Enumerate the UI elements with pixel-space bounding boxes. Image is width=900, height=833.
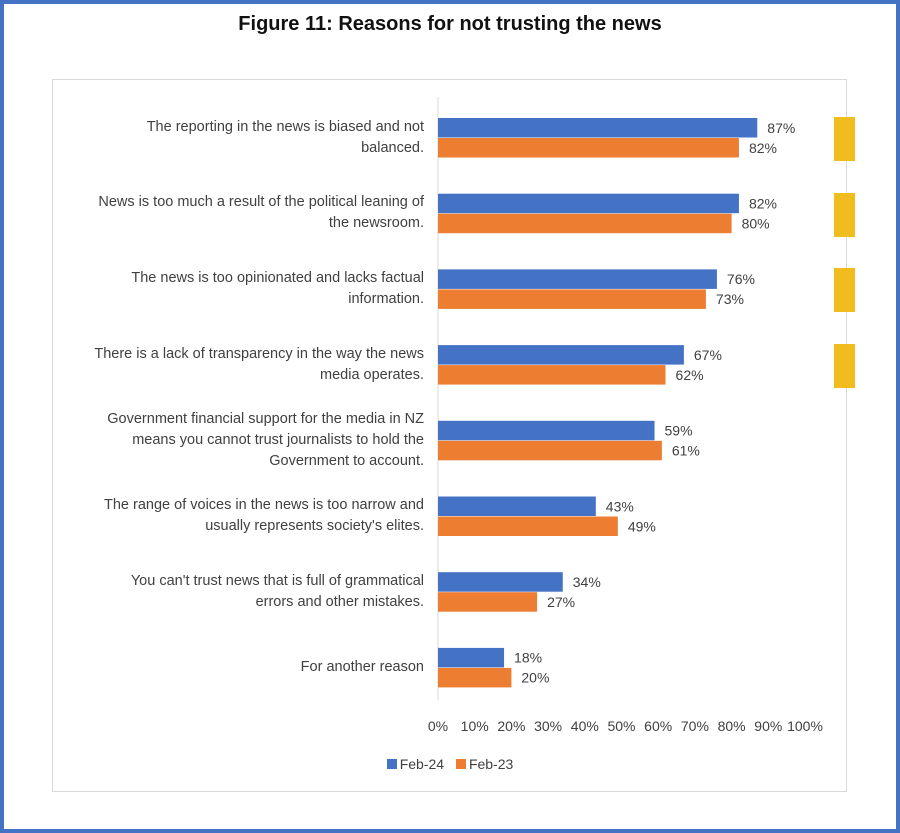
bar-feb24-7	[438, 647, 505, 668]
bar-feb24-5	[438, 496, 596, 516]
data-label: 59%	[665, 423, 693, 439]
category-label: The range of voices in the news is too n…	[52, 495, 424, 537]
category-label-line: usually represents society's elites.	[205, 518, 424, 535]
bar-feb24-2	[438, 269, 717, 289]
bar-feb24-4	[438, 420, 655, 441]
x-tick-label: 0%	[428, 718, 448, 734]
category-label: You can't trust news that is full of gra…	[52, 571, 424, 613]
figure-title: Figure 11: Reasons for not trusting the …	[238, 13, 662, 35]
category-label-line: The reporting in the news is biased and …	[146, 118, 424, 135]
bar-feb23-3	[438, 365, 666, 385]
x-tick-label: 40%	[571, 718, 599, 734]
data-label: 20%	[521, 670, 549, 686]
x-tick-label: 100%	[787, 718, 823, 734]
x-tick-label: 10%	[461, 718, 489, 734]
category-label-line: There is a lack of transparency in the w…	[94, 345, 424, 362]
x-tick-label: 30%	[534, 718, 562, 734]
bar-feb23-1	[438, 213, 732, 234]
bar-feb23-5	[438, 516, 618, 536]
data-label: 80%	[742, 215, 770, 231]
data-label: 62%	[676, 367, 704, 383]
legend-swatch-feb24	[386, 759, 397, 770]
category-label-line: News is too much a result of the politic…	[98, 194, 424, 211]
legend-label-feb24: Feb-24	[399, 756, 445, 772]
data-label: 76%	[727, 271, 755, 287]
category-label-line: The news is too opinionated and lacks fa…	[131, 270, 424, 287]
category-label: Government financial support for the med…	[52, 409, 424, 472]
category-label-line: media operates.	[320, 366, 424, 383]
x-tick-label: 90%	[754, 718, 782, 734]
bar-feb23-6	[438, 592, 538, 612]
legend-item-feb23: Feb-23	[455, 756, 514, 772]
bar-feb24-6	[438, 572, 563, 592]
legend-swatch-feb23	[455, 759, 466, 770]
data-label: 67%	[694, 347, 722, 363]
category-label-line: balanced.	[361, 139, 424, 156]
data-label: 87%	[767, 120, 795, 136]
category-label-line: Government financial support for the med…	[107, 411, 424, 428]
category-label: News is too much a result of the politic…	[52, 192, 424, 234]
category-label: The news is too opinionated and lacks fa…	[52, 268, 424, 310]
data-label: 82%	[749, 195, 777, 211]
bar-feb23-2	[438, 289, 706, 309]
bar-feb23-7	[438, 667, 512, 688]
legend-item-feb24: Feb-24	[386, 756, 445, 772]
data-label: 27%	[547, 594, 575, 610]
category-label: There is a lack of transparency in the w…	[52, 344, 424, 386]
legend-label-feb23: Feb-23	[468, 756, 514, 772]
category-label-line: You can't trust news that is full of gra…	[130, 572, 424, 589]
x-tick-label: 50%	[607, 718, 635, 734]
category-label-line: information.	[348, 291, 424, 308]
data-label: 49%	[628, 518, 656, 534]
category-label-line: Government to account.	[269, 453, 424, 470]
x-tick-label: 20%	[497, 718, 525, 734]
category-label: The reporting in the news is biased and …	[52, 117, 424, 159]
category-label-line: For another reason	[300, 659, 424, 676]
category-label-line: errors and other mistakes.	[255, 593, 424, 610]
x-tick-label: 70%	[681, 718, 709, 734]
x-tick-label: 60%	[644, 718, 672, 734]
x-tick-label: 80%	[718, 718, 746, 734]
legend: Feb-24 Feb-23	[0, 756, 900, 772]
highlight-marker	[834, 117, 855, 161]
highlight-marker	[834, 268, 855, 313]
data-label: 61%	[672, 443, 700, 459]
category-label-line: means you cannot trust journalists to ho…	[132, 432, 424, 449]
bar-feb24-0	[438, 118, 758, 138]
highlight-marker	[834, 192, 855, 237]
data-label: 34%	[573, 574, 601, 590]
data-label: 73%	[716, 291, 744, 307]
data-label: 43%	[606, 498, 634, 514]
data-label: 82%	[749, 140, 777, 156]
category-label-line: The range of voices in the news is too n…	[104, 497, 424, 514]
data-label: 18%	[514, 650, 542, 666]
bar-feb23-4	[438, 440, 662, 461]
highlight-marker	[834, 344, 855, 389]
bar-feb24-3	[438, 345, 684, 365]
bar-feb24-1	[438, 193, 739, 214]
category-label-line: the newsroom.	[328, 215, 424, 232]
category-label: For another reason	[52, 657, 424, 678]
bar-feb23-0	[438, 138, 739, 158]
